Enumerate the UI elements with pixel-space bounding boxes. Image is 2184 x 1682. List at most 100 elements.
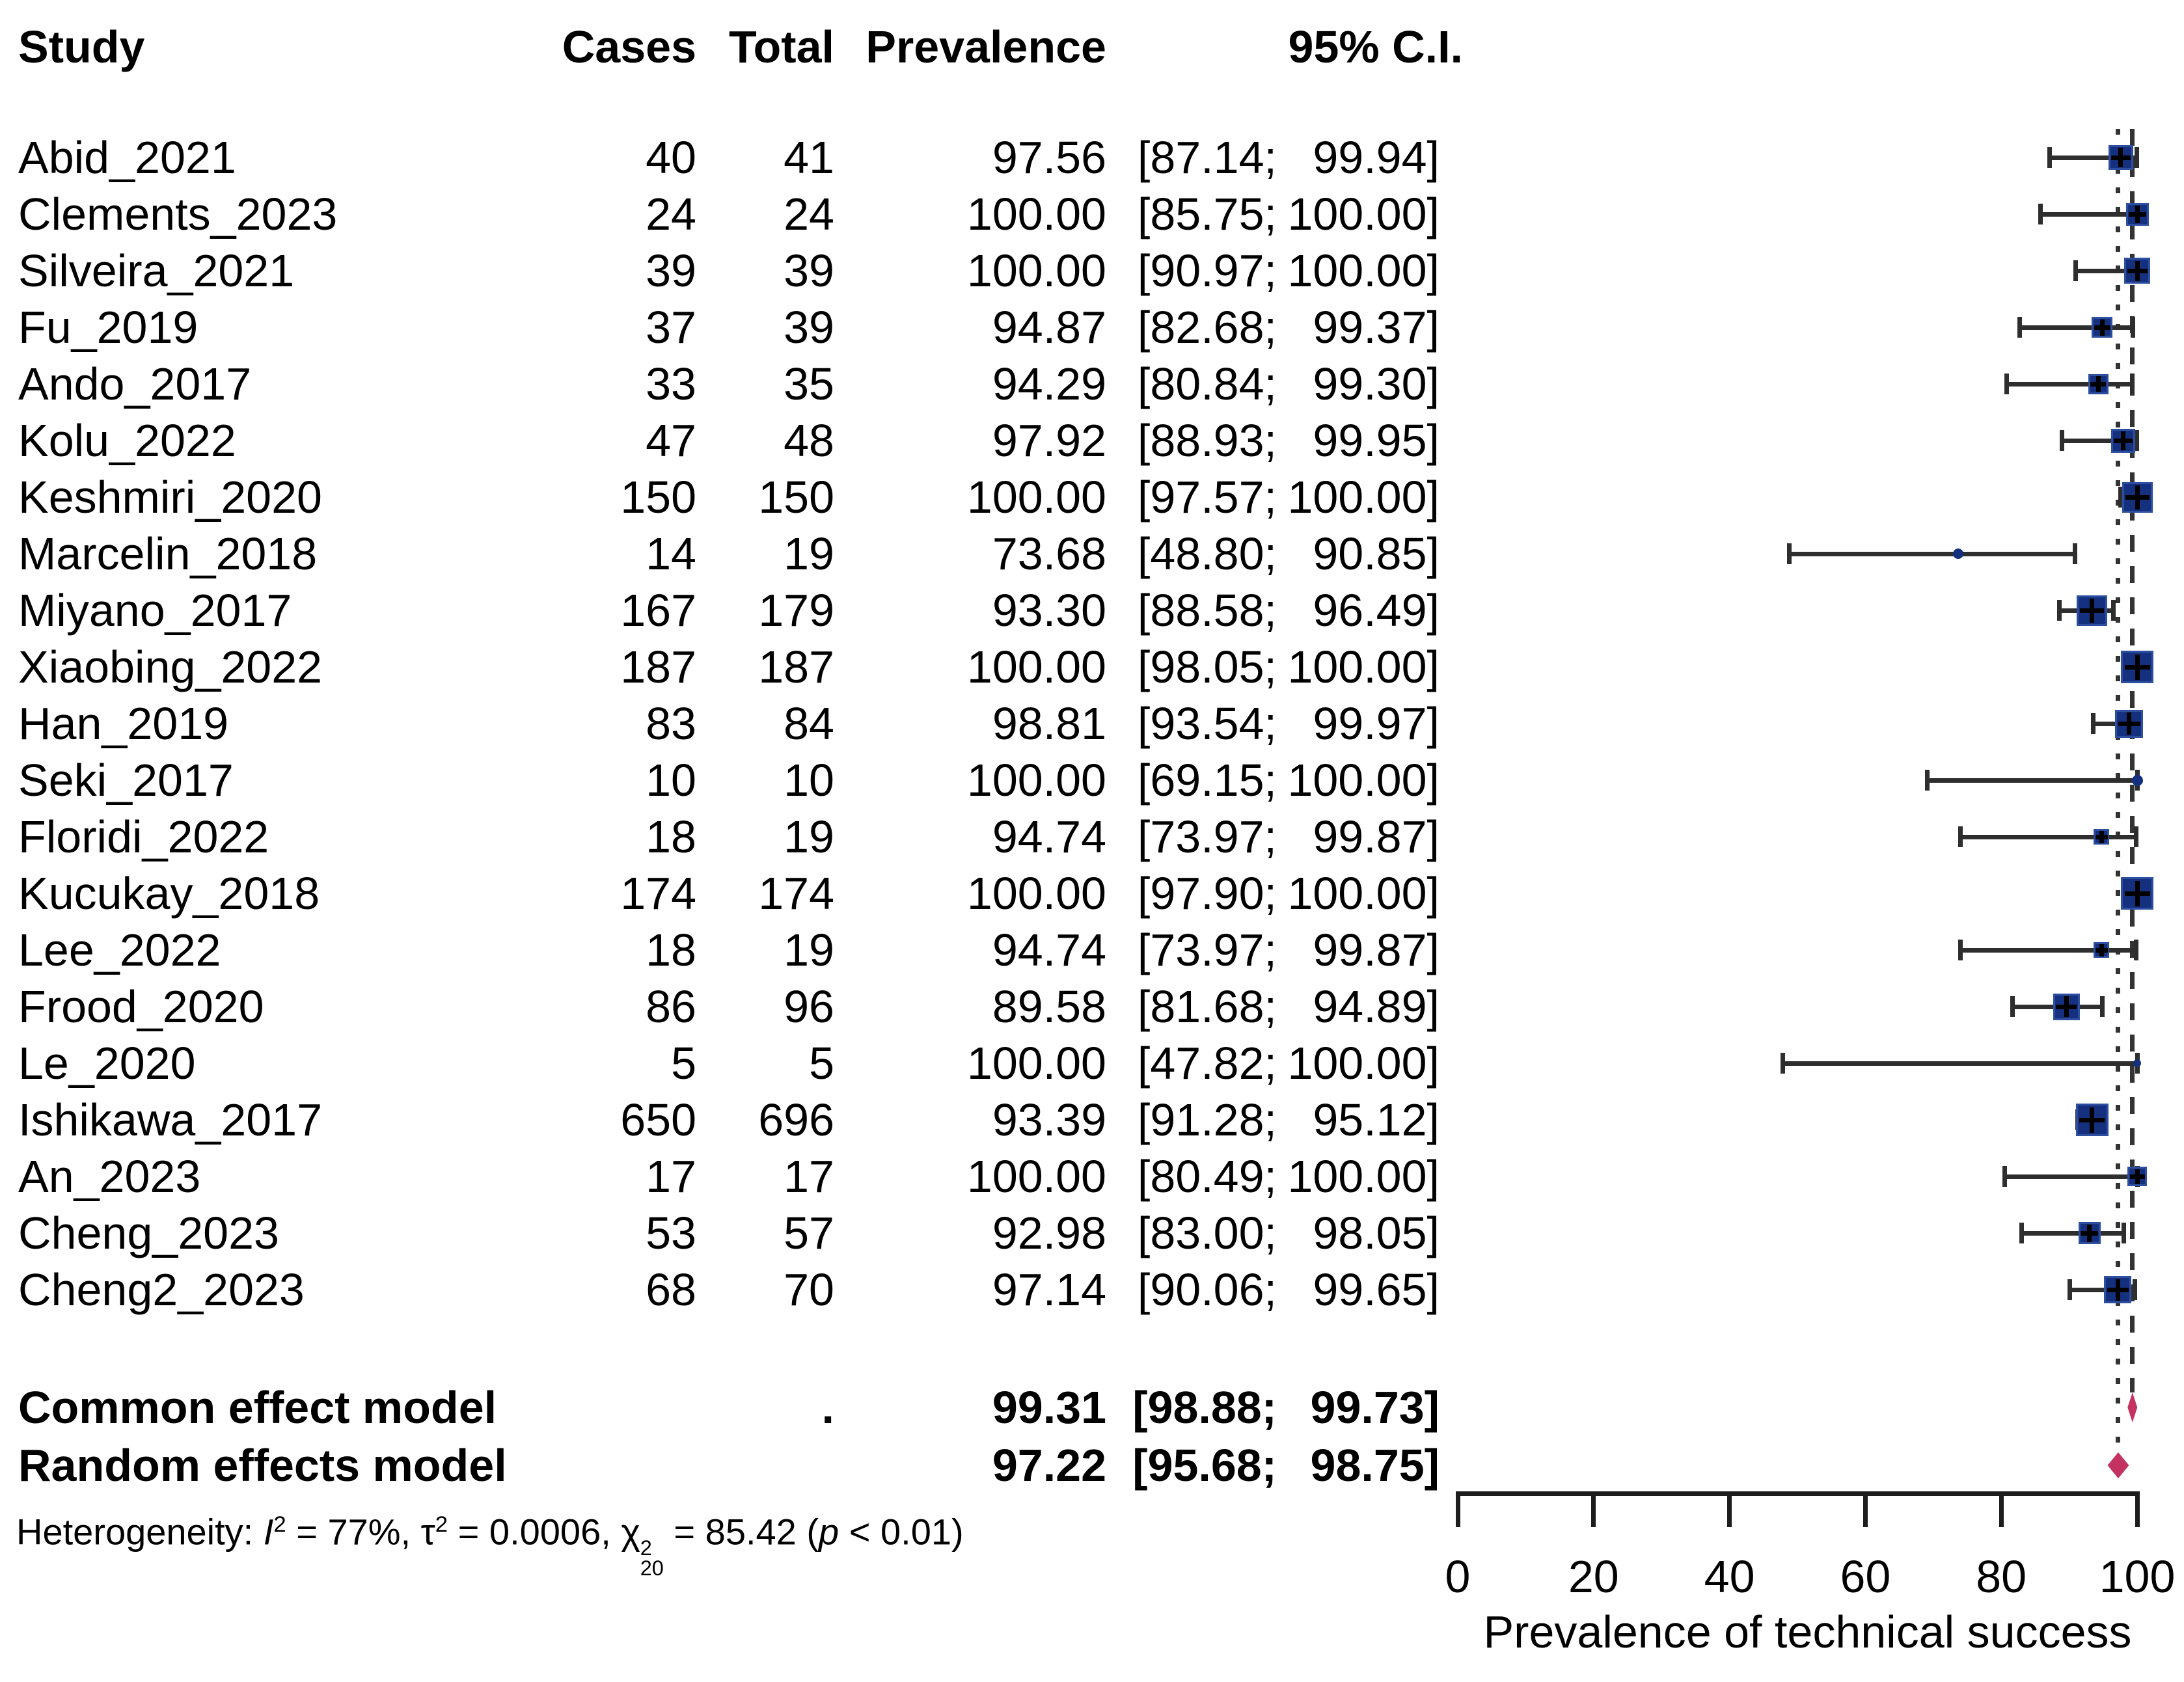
ci-cap xyxy=(2130,373,2135,394)
diamond-common-effect xyxy=(2127,1392,2138,1422)
total-value: 19 xyxy=(784,925,834,975)
cases-value: 18 xyxy=(646,811,696,862)
axis-tick-label: 100 xyxy=(2099,1551,2176,1602)
ci-cap xyxy=(2038,204,2043,224)
cases-value: 37 xyxy=(646,302,696,353)
ci-through-square xyxy=(2124,664,2150,670)
prevalence-value: 94.74 xyxy=(992,811,1106,862)
table-row: Ishikawa_2017 650 696 93.39 [91.28; 95.12] xyxy=(0,1091,2184,1149)
ci-lower-value: [88.58; xyxy=(1137,585,1277,636)
ci-cap xyxy=(2132,1279,2137,1300)
cases-value: 83 xyxy=(646,698,696,749)
cases-value: 24 xyxy=(646,189,696,239)
ci-upper-value: 90.85] xyxy=(1313,528,1440,579)
ci-upper-value: 100.00] xyxy=(1287,472,1440,522)
column-header-total: Total xyxy=(728,21,834,72)
ci-lower-value: [90.97; xyxy=(1137,245,1277,296)
ci-lower-value: [73.97; xyxy=(1137,925,1277,975)
cases-value: 86 xyxy=(646,981,696,1032)
table-row: Han_2019 83 84 98.81 [93.54; 99.97] xyxy=(0,694,2184,753)
ci-lower-value: [80.49; xyxy=(1137,1151,1277,1202)
axis-tick-label: 0 xyxy=(1445,1551,1471,1602)
cases-value: 40 xyxy=(646,132,696,183)
ci-cap xyxy=(2110,600,2116,621)
study-label: Marcelin_2018 xyxy=(18,528,318,579)
total-value: 96 xyxy=(784,981,834,1032)
total-value: 19 xyxy=(784,811,834,862)
ci-through-square xyxy=(2118,721,2140,726)
ci-cap xyxy=(2010,996,2015,1017)
ci-cap xyxy=(2004,373,2010,394)
cases-value: 167 xyxy=(620,585,696,636)
ci-through-square xyxy=(2107,1287,2129,1292)
ci-upper-value: 99.95] xyxy=(1313,415,1440,466)
prevalence-value: 92.98 xyxy=(992,1208,1106,1258)
prevalence-value: 100.00 xyxy=(966,189,1106,239)
cases-value: 10 xyxy=(646,755,696,806)
prevalence-value: 94.74 xyxy=(992,925,1106,975)
cases-value: 68 xyxy=(646,1264,696,1315)
prevalence-value: 93.39 xyxy=(992,1094,1106,1145)
ci-lower-value: [85.75; xyxy=(1137,189,1277,239)
point-marker xyxy=(2133,1059,2141,1067)
study-label: Common effect model xyxy=(18,1382,497,1433)
cases-value: 47 xyxy=(646,415,696,466)
ci-upper-value: 100.00] xyxy=(1287,189,1440,239)
table-row: Cheng_2023 53 57 92.98 [83.00; 98.05] xyxy=(0,1204,2184,1262)
ci-lower-value: [48.80; xyxy=(1137,528,1277,579)
ci-through-square xyxy=(2113,438,2133,443)
table-row: Floridi_2022 18 19 94.74 [73.97; 99.87] xyxy=(0,807,2184,866)
ci-cap xyxy=(1786,543,1792,564)
table-row: Abid_2021 40 41 97.56 [87.14; 99.94] xyxy=(0,128,2184,187)
study-label: Han_2019 xyxy=(18,698,229,749)
ci-through-square xyxy=(2090,381,2107,387)
ci-lower-value: [97.90; xyxy=(1137,868,1277,919)
table-row: Kucukay_2018 174 174 100.00 [97.90; 100.00] xyxy=(0,864,2184,923)
total-value: 57 xyxy=(784,1208,834,1258)
prevalence-value: 98.81 xyxy=(992,698,1106,749)
ci-lower-value: [47.82; xyxy=(1137,1038,1277,1089)
total-value: 174 xyxy=(758,868,834,919)
cases-value: 53 xyxy=(646,1208,696,1258)
prevalence-value: 93.30 xyxy=(992,585,1106,636)
study-label: Clements_2023 xyxy=(18,189,338,239)
total-value: 24 xyxy=(784,189,834,239)
ci-cap xyxy=(2019,1223,2025,1243)
ci-upper-value: 99.87] xyxy=(1313,925,1440,975)
ci-through-square xyxy=(2095,834,2108,839)
cases-value: 174 xyxy=(620,868,696,919)
axis-tick-label: 40 xyxy=(1704,1551,1755,1602)
ci-upper-value: 99.94] xyxy=(1313,132,1440,183)
cases-value: 187 xyxy=(620,642,696,692)
axis-tick xyxy=(1863,1491,1868,1527)
ref-line-dotted xyxy=(2116,129,2121,1452)
ci-cap xyxy=(2002,1166,2007,1187)
ci-upper-value: 99.73] xyxy=(1310,1382,1440,1433)
total-value: 41 xyxy=(784,132,834,183)
table-row: An_2023 17 17 100.00 [80.49; 100.00] xyxy=(0,1147,2184,1206)
ci-upper-value: 94.89] xyxy=(1313,981,1440,1032)
ci-lower-value: [98.88; xyxy=(1132,1382,1277,1433)
study-label: Le_2020 xyxy=(18,1038,196,1089)
study-label: Ishikawa_2017 xyxy=(18,1094,322,1145)
prevalence-value: 94.87 xyxy=(992,302,1106,353)
column-header-study: Study xyxy=(18,21,145,72)
ci-cap xyxy=(2091,713,2096,734)
column-header-cases: Cases xyxy=(562,21,696,72)
prevalence-value: 100.00 xyxy=(966,868,1106,919)
ci-through-square xyxy=(2079,608,2104,613)
column-header-ci: 95% C.I. xyxy=(1288,21,1463,72)
ci-line xyxy=(1960,947,2136,953)
ci-lower-value: [98.05; xyxy=(1137,642,1277,692)
table-row: Silveira_2021 39 39 100.00 [90.97; 100.00] xyxy=(0,241,2184,300)
ci-upper-value: 100.00] xyxy=(1287,245,1440,296)
cases-value: 14 xyxy=(646,528,696,579)
ci-through-square xyxy=(2094,325,2110,330)
ci-cap xyxy=(1925,770,1930,791)
axis-tick xyxy=(1455,1491,1460,1527)
ci-cap xyxy=(2073,260,2079,281)
table-row: Seki_2017 10 10 100.00 [69.15; 100.00] xyxy=(0,751,2184,809)
prevalence-value: 100.00 xyxy=(966,755,1106,806)
cases-value: 17 xyxy=(646,1151,696,1202)
